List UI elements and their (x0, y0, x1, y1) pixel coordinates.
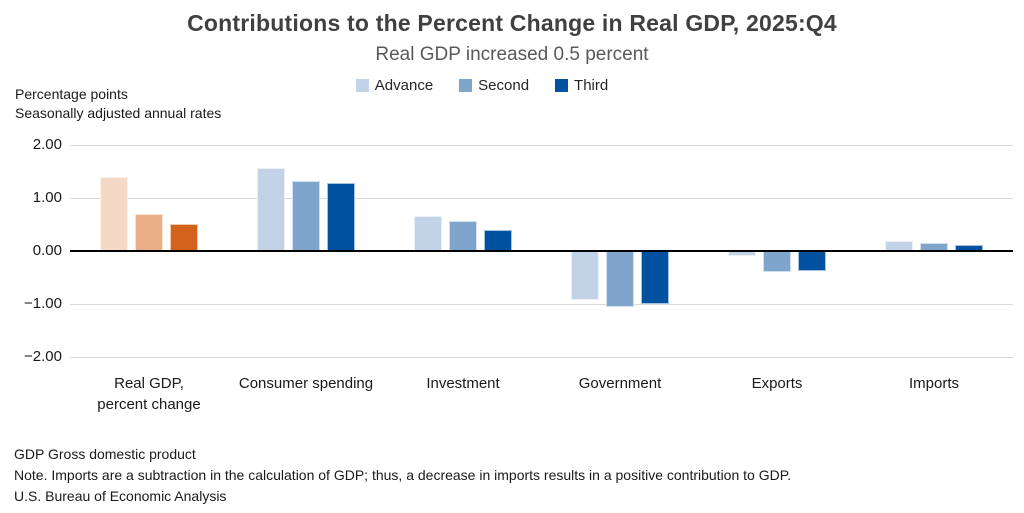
category-label-investment: Investment (426, 375, 500, 392)
legend: Advance Second Third (0, 77, 994, 94)
bar-third-consumer-spending (327, 183, 355, 251)
bar-second-real-gdp (135, 214, 163, 251)
y-axis-adjustment-label: Seasonally adjusted annual rates (15, 105, 222, 121)
legend-item-third: Third (555, 77, 608, 94)
gridline-1-00 (70, 198, 1013, 199)
category-label-consumer-spending: Consumer spending (238, 375, 374, 392)
bar-third-government (641, 251, 669, 304)
legend-swatch-advance (355, 79, 369, 92)
category-label-imports: Imports (908, 375, 959, 392)
footnote-gdp-definition: GDP Gross domestic product (14, 446, 196, 462)
chart-subtitle: Real GDP increased 0.5 percent (375, 44, 649, 65)
y-axis-unit-label: Percentage points (15, 86, 128, 102)
gridline-2-00 (70, 145, 1013, 146)
chart-title: Contributions to the Percent Change in R… (187, 10, 837, 36)
x-axis-zero-line (70, 250, 1013, 252)
footnote-source: U.S. Bureau of Economic Analysis (14, 488, 227, 504)
y-tick-label-2-00: −2.00 (24, 348, 62, 365)
legend-swatch-second (459, 79, 473, 92)
bar-advance-investment (414, 216, 442, 251)
legend-label-second: Second (478, 77, 530, 94)
bar-second-exports (763, 251, 791, 272)
category-label-government: Government (578, 375, 662, 392)
legend-item-second: Second (459, 77, 529, 94)
bar-advance-government (571, 251, 599, 300)
legend-label-third: Third (574, 77, 609, 94)
bar-second-government (606, 251, 634, 307)
category-label-exports: Exports (751, 375, 803, 392)
bar-advance-real-gdp (100, 177, 128, 251)
bar-second-consumer-spending (292, 181, 320, 251)
y-tick-label-0-00: 0.00 (32, 242, 62, 259)
legend-item-advance: Advance (355, 77, 434, 94)
y-tick-label-2-00: 2.00 (32, 136, 62, 153)
bar-second-investment (449, 221, 477, 251)
bar-third-investment (484, 230, 512, 251)
bar-third-exports (798, 251, 826, 271)
bar-third-real-gdp (170, 224, 198, 251)
category-label-real-gdp: Real GDP, percent change (97, 375, 201, 413)
legend-swatch-third (555, 79, 569, 92)
y-tick-label-1-00: −1.00 (24, 295, 62, 312)
gridline-1-00 (70, 304, 1013, 305)
bar-advance-consumer-spending (257, 168, 285, 251)
legend-label-advance: Advance (374, 77, 434, 94)
gridline-2-00 (70, 357, 1013, 358)
footnote-imports-note: Note. Imports are a subtraction in the c… (14, 467, 792, 483)
y-tick-label-1-00: 1.00 (32, 189, 62, 206)
footnotes: GDP Gross domestic product Note. Imports… (14, 444, 791, 507)
